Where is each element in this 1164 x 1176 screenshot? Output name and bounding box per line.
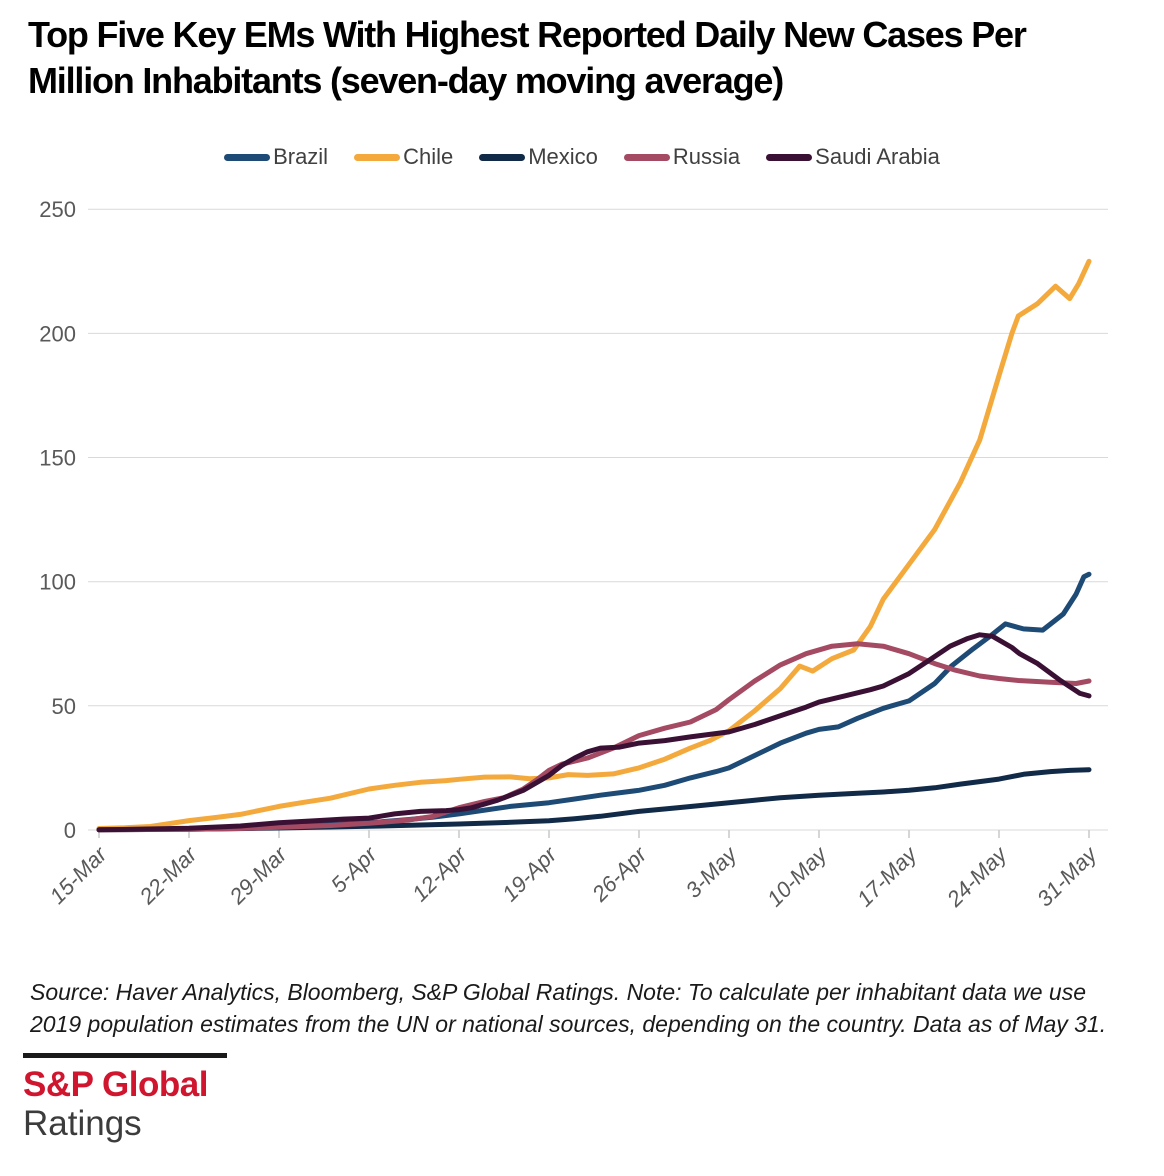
y-tick-label-0: 0 [64, 818, 76, 843]
x-tick-label-24-may: 24-May [941, 840, 1013, 912]
x-tick-label-26-apr: 26-Apr [586, 841, 652, 907]
y-tick-label-250: 250 [39, 197, 76, 222]
legend-label-brazil: Brazil [273, 144, 329, 169]
y-axis-labels: 0 50 100 150 200 250 [39, 197, 76, 843]
x-axis: 15-Mar 22-Mar 29-Mar 5-Apr 12-Apr 19-Apr 26-Ap… [45, 830, 1103, 912]
sp-global-logo: S&P Global Ratings [23, 1053, 227, 1143]
y-tick-label-50: 50 [52, 694, 76, 719]
logo-brand-text: S&P Global [23, 1065, 208, 1104]
source-note-line-2: 2019 population estimates from the UN or… [30, 1011, 1107, 1037]
legend-label-mexico: Mexico [528, 144, 598, 169]
chart-legend: Brazil Chile Mexico Russia Saudi Arabia [0, 144, 1164, 170]
y-tick-label-200: 200 [39, 321, 76, 346]
series-line-russia [96, 641, 1092, 833]
series-lines [96, 258, 1092, 833]
y-tick-label-150: 150 [39, 446, 76, 471]
series-line-chile [96, 258, 1092, 831]
legend-item-russia: Russia [623, 144, 741, 170]
y-tick-label-100: 100 [39, 570, 76, 595]
legend-swatch-mexico [479, 153, 526, 161]
series-line-mexico [96, 767, 1092, 833]
legend-swatch-chile [354, 153, 401, 161]
x-tick-label-29-mar: 29-Mar [224, 841, 293, 910]
logo-division-text: Ratings [23, 1104, 142, 1143]
x-tick-label-22-mar: 22-Mar [134, 841, 203, 910]
series-line-saudi-arabia [96, 632, 1092, 833]
x-tick-label-19-apr: 19-Apr [497, 841, 563, 907]
source-note: Source: Haver Analytics, Bloomberg, S&P … [30, 976, 1106, 1040]
x-tick-label-15-mar: 15-Mar [45, 841, 113, 909]
x-tick-label-10-may: 10-May [762, 840, 833, 911]
legend-item-brazil: Brazil [224, 144, 328, 170]
legend-label-russia: Russia [672, 144, 741, 169]
legend-item-mexico: Mexico [479, 144, 598, 170]
line-chart: 0 50 100 150 200 250 15-Mar 22-Mar 29-Mar 5-Apr 12… [39, 197, 1108, 912]
series-line-brazil [96, 571, 1092, 832]
x-tick-label-17-may: 17-May [852, 840, 923, 911]
source-note-line-1: Source: Haver Analytics, Bloomberg, S&P … [30, 979, 1087, 1005]
logo-bar [23, 1053, 227, 1058]
x-tick-label-3-may: 3-May [681, 840, 743, 902]
legend-label-chile: Chile [403, 144, 454, 169]
legend-label-saudi-arabia: Saudi Arabia [815, 144, 940, 169]
legend-swatch-brazil [224, 153, 271, 161]
legend-item-saudi-arabia: Saudi Arabia [766, 144, 940, 170]
gridlines [88, 208, 1108, 831]
legend-item-chile: Chile [354, 144, 453, 170]
x-tick-label-12-apr: 12-Apr [407, 841, 473, 907]
x-tick-label-5-apr: 5-Apr [326, 841, 383, 898]
chart-title-line-2: Million Inhabitants (seven-day moving av… [28, 60, 784, 101]
chart-title: Top Five Key EMs With Highest Reported D… [28, 12, 1027, 104]
x-tick-label-31-may: 31-May [1032, 840, 1103, 911]
legend-swatch-russia [623, 153, 670, 161]
legend-swatch-saudi-arabia [766, 153, 813, 161]
chart-title-line-1: Top Five Key EMs With Highest Reported D… [28, 14, 1027, 55]
